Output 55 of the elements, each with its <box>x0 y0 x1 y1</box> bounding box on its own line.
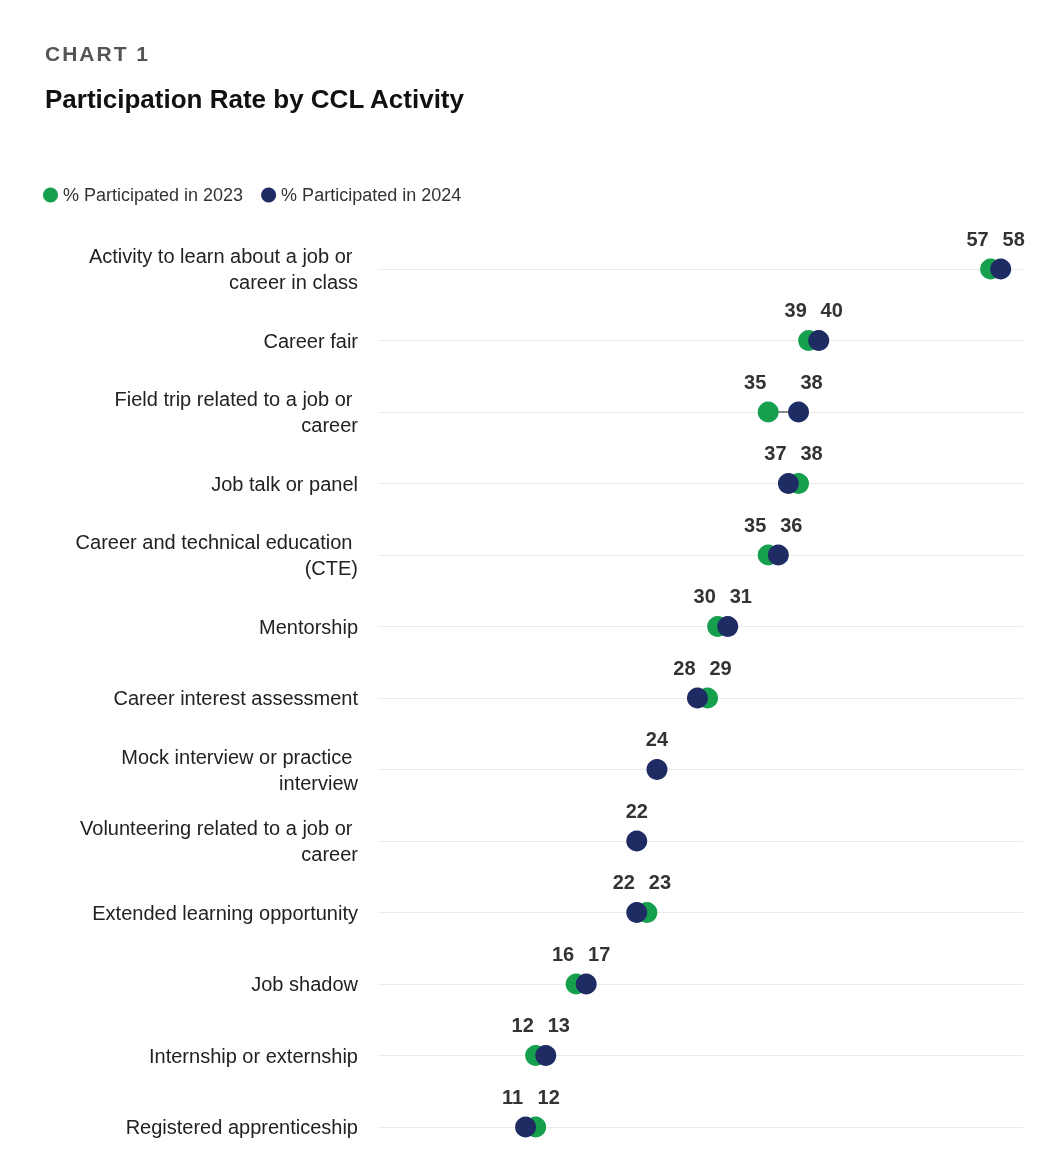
point <box>717 616 739 637</box>
y-tick-label: Field trip related to a job or career <box>114 388 359 436</box>
data-label: 35 <box>744 513 767 536</box>
y-tick-label: Internship or externship <box>148 1044 358 1067</box>
data-label: 29 <box>709 656 732 679</box>
data-label: 35 <box>744 370 767 393</box>
y-tick-label: Extended learning opportunity <box>92 901 358 924</box>
data-label: 38 <box>800 370 823 393</box>
data-label: 40 <box>820 299 843 321</box>
data-label: 12 <box>511 1014 534 1036</box>
data-label: 23 <box>648 871 671 893</box>
y-tick-label: Career and technical education (CTE) <box>75 531 358 579</box>
point <box>767 544 789 566</box>
point <box>535 1045 557 1066</box>
point <box>788 401 810 423</box>
data-label: 58 <box>1002 227 1025 250</box>
data-label: 37 <box>764 442 787 464</box>
point <box>575 973 597 995</box>
data-label: 31 <box>729 585 752 607</box>
data-label: 36 <box>780 513 803 536</box>
data-label: 16 <box>551 942 575 965</box>
point <box>808 330 830 351</box>
y-tick-label: Job shadow <box>251 973 359 995</box>
y-tick-label: Job talk or panel <box>211 472 358 495</box>
data-label: 39 <box>784 299 807 321</box>
point <box>646 759 668 780</box>
text: CHART 1 <box>45 42 151 66</box>
text: Participation Rate by CCL Activity <box>45 84 464 115</box>
y-tick-label: Activity to learn about a job or career in class <box>88 245 358 293</box>
data-label: 24 <box>645 728 669 750</box>
data-label: 11 <box>501 1085 524 1108</box>
point <box>515 1116 537 1138</box>
point <box>686 687 708 709</box>
data-label: 13 <box>547 1014 570 1036</box>
point <box>626 902 648 923</box>
legend-label: % Participated in 2023 <box>63 185 244 205</box>
y-tick-label: Mentorship <box>259 615 358 638</box>
y-tick-label: Registered apprenticeship <box>125 1116 358 1138</box>
y-tick-label: Mock interview or practice interview <box>121 745 359 794</box>
data-label: 38 <box>800 442 823 464</box>
point <box>757 401 779 423</box>
data-label: 30 <box>693 585 716 607</box>
data-label: 12 <box>537 1085 560 1108</box>
y-tick-label: Career fair <box>263 329 359 352</box>
data-label: 22 <box>612 871 635 893</box>
data-label: 17 <box>588 942 611 965</box>
data-label: 28 <box>673 656 696 679</box>
y-tick-label: Career interest assessment <box>113 687 359 709</box>
data-label: 57 <box>966 227 989 250</box>
data-label: 22 <box>625 799 648 822</box>
legend-label: % Participated in 2024 <box>281 185 462 205</box>
y-tick-label: Volunteering related to a job or career <box>80 817 359 865</box>
point <box>626 830 648 852</box>
point <box>990 258 1012 280</box>
point <box>777 473 799 494</box>
